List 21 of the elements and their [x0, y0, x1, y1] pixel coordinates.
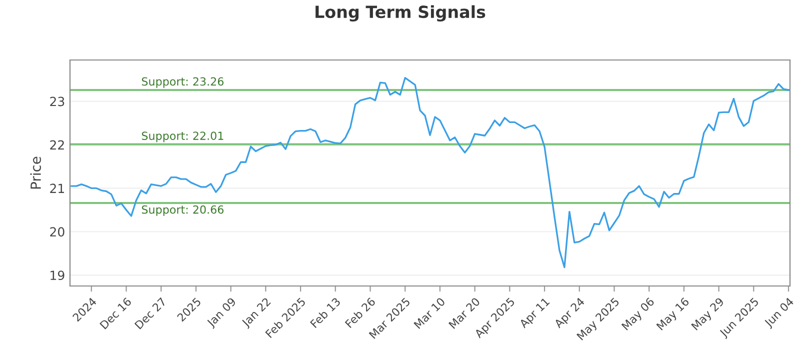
x-tick-label: Mar 10: [414, 297, 446, 330]
y-tick-label: 19: [50, 270, 64, 280]
ref-line-label: Support: 20.66: [142, 205, 224, 216]
x-tick-label: Jan 22: [240, 297, 272, 329]
x-tick-label: Feb 13: [310, 297, 341, 328]
y-tick-label: 21: [50, 184, 64, 193]
x-tick-label: Jan 09: [206, 297, 238, 329]
line-series: [70, 76, 790, 268]
ref-line-label: Support: 22.01: [142, 132, 224, 142]
y-tick-label: 23: [50, 96, 64, 106]
y-tick-label: 20: [50, 227, 64, 237]
y-axis-title: Price: [30, 156, 41, 189]
x-tick-label: Jun 04: [763, 296, 796, 330]
x-tick-label: Apr 11: [518, 297, 552, 330]
x-tick-label: Dec 27: [134, 297, 167, 330]
x-tick-label: Feb 26: [344, 296, 376, 328]
chart-title: Long Term Signals: [316, 5, 486, 22]
x-tick-label: Dec 16: [99, 297, 132, 330]
ref-line-label: Support: 23.26: [142, 77, 224, 88]
y-tick-label: 22: [50, 140, 64, 150]
x-tick-label: Mar 20: [448, 297, 480, 330]
